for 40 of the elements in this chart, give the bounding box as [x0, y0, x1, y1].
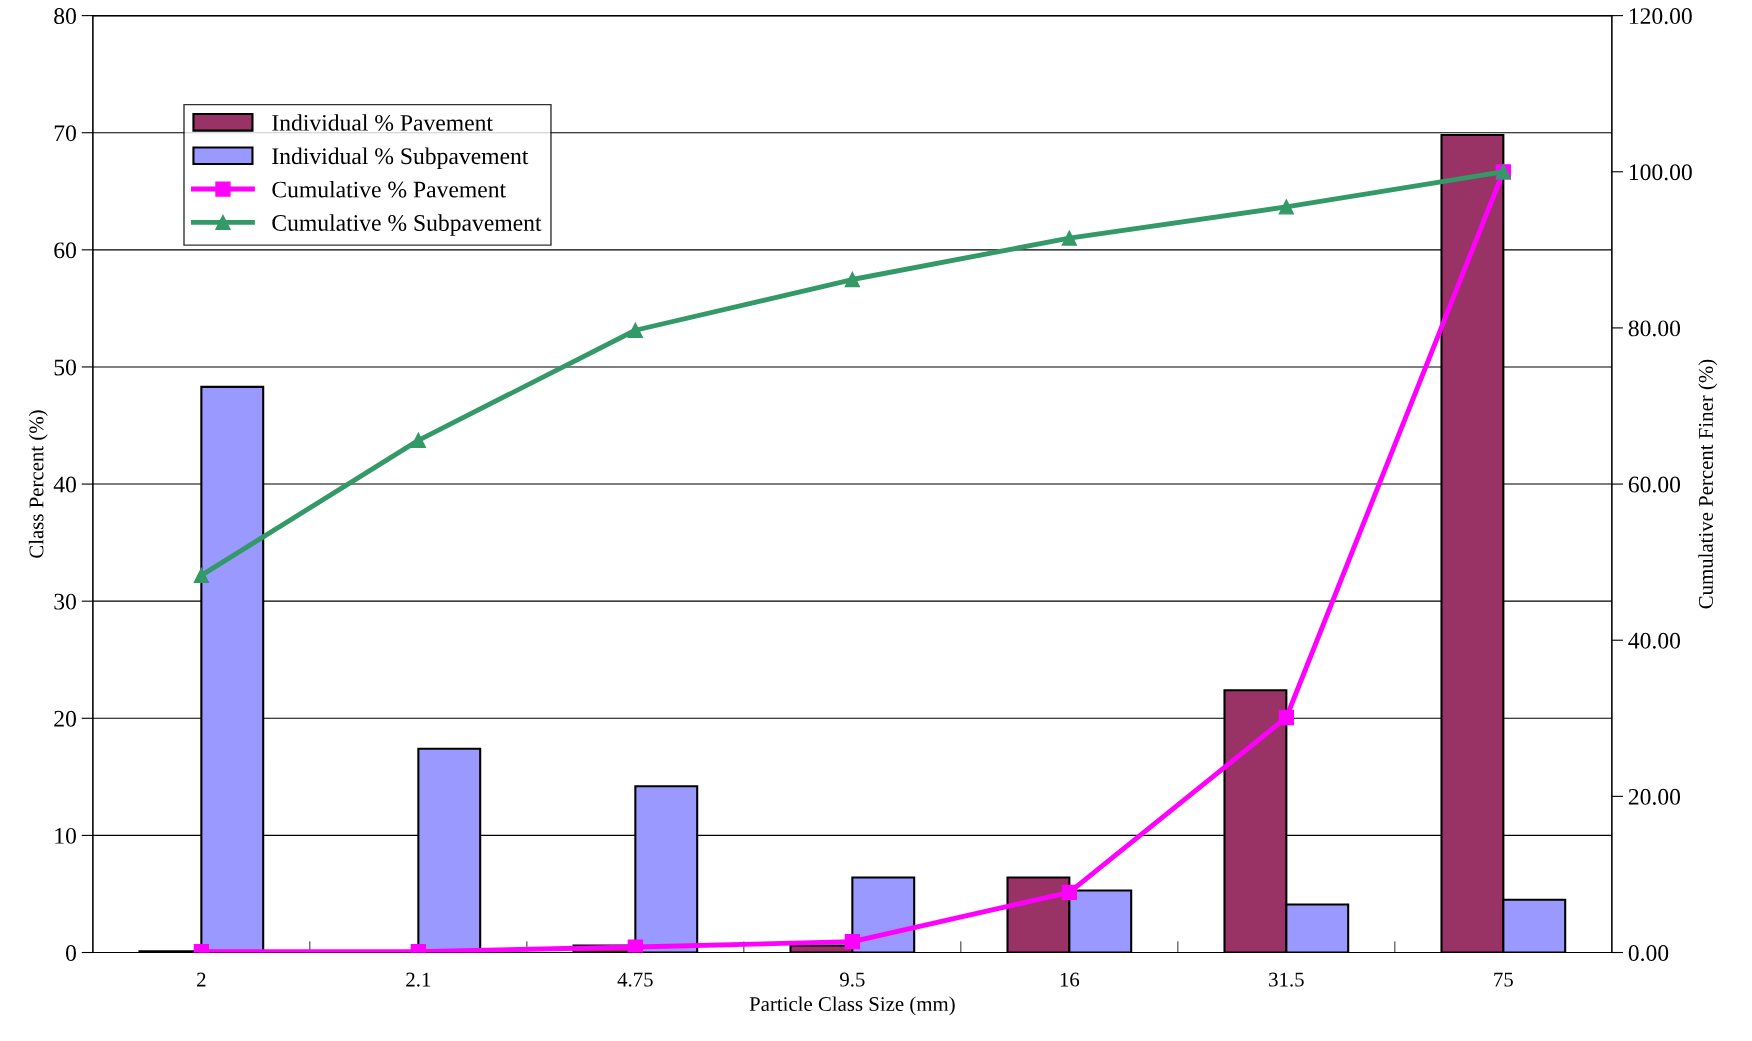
legend-label: Cumulative % Subpavement: [272, 214, 542, 236]
x-tick-label: 2: [197, 972, 206, 987]
y2-tick-label: 20.00: [1628, 788, 1681, 805]
y-tick-label: 30: [54, 593, 76, 610]
point: [627, 939, 643, 953]
point: [410, 432, 426, 448]
x-tick-label: 9.5: [840, 972, 865, 987]
x-tick-label: 75: [1494, 972, 1513, 987]
point: [1061, 884, 1077, 901]
y-tick-label: 0: [65, 945, 76, 961]
x-tick-label: 4.75: [617, 972, 653, 987]
x-tick-label: 2.1: [406, 972, 431, 987]
point: [844, 933, 860, 950]
y2-tick-label: 0.00: [1628, 945, 1669, 962]
y-tick-label: 70: [54, 125, 76, 142]
y2-tick-label: 40.00: [1628, 632, 1681, 649]
y-tick-label: 80: [54, 8, 76, 25]
y-tick-label: 60: [54, 242, 76, 259]
point: [1278, 709, 1294, 726]
point: [844, 271, 860, 288]
point: [627, 322, 643, 338]
y-tick-label: 10: [55, 827, 76, 844]
y-tick-label: 40: [53, 476, 76, 493]
x-tick-label: 16: [1060, 972, 1080, 987]
y2-axis-title: Cumulative Percent Finer (%): [1698, 359, 1718, 609]
x-axis-title: Particle Class Size (mm): [749, 996, 955, 1016]
legend-label: Individual % Subpavement: [272, 147, 529, 169]
point: [1061, 230, 1077, 246]
legend-label: Individual % Pavement: [272, 114, 493, 131]
y2-tick-label: 80.00: [1628, 320, 1681, 337]
y2-tick-label: 60.00: [1628, 476, 1681, 493]
point: [193, 567, 209, 584]
point: [1278, 199, 1294, 215]
x-tick-label: 31.5: [1269, 972, 1304, 987]
y2-tick-label: 100.00: [1629, 164, 1692, 181]
y-axis-title: Class Percent (%): [28, 410, 48, 558]
y-tick-label: 20: [54, 710, 76, 727]
legend-label: Cumulative % Pavement: [272, 180, 506, 198]
y2-tick-label: 120.00: [1629, 8, 1692, 25]
y-tick-label: 50: [54, 359, 76, 376]
